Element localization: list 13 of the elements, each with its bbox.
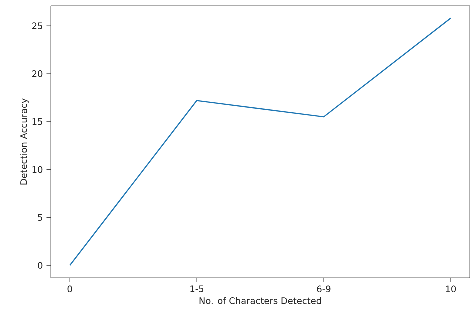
x-tick-label: 10: [446, 286, 456, 293]
y-tick-label: 0: [38, 262, 43, 270]
y-tick-label: 10: [32, 166, 43, 174]
y-tick-label: 15: [32, 118, 42, 126]
y-tick-label: 5: [38, 214, 42, 222]
y-tick-label: 25: [32, 22, 42, 30]
x-tick-label: 1-5: [190, 286, 204, 292]
x-tick-label: 0: [68, 286, 72, 293]
line-series: [69, 18, 452, 266]
y-tick-label: 20: [32, 70, 43, 78]
x-tick-label: 6-9: [317, 286, 331, 293]
x-axis-title: No. of Characters Detected: [200, 297, 322, 304]
y-axis-title: Detection Accuracy: [20, 98, 29, 185]
